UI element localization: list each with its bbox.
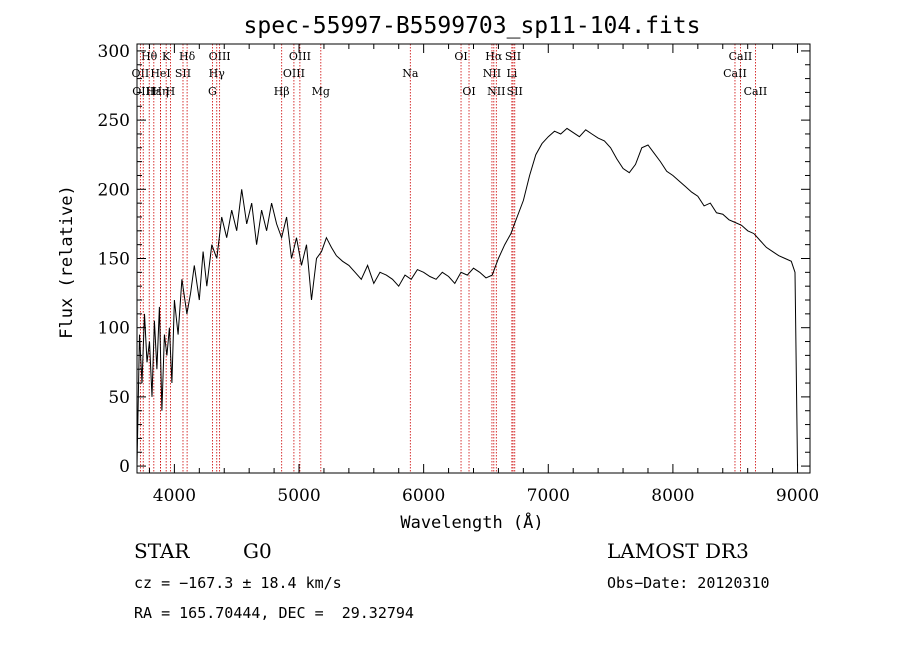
line-marker-label: Li [506, 67, 517, 80]
line-marker-label: NII [487, 85, 505, 98]
y-tick-label: 50 [108, 388, 130, 408]
line-marker-label: OIII [132, 85, 154, 98]
chart-title: spec-55997-B5599703_sp11-104.fits [244, 13, 701, 39]
line-marker-label: H [166, 85, 176, 98]
line-marker-label: K [162, 50, 171, 63]
y-axis-ticks: 0 50 100 150 200 250 300 [98, 42, 810, 477]
line-marker-label: OIII [209, 50, 231, 63]
line-marker-label: CaII [744, 85, 768, 98]
line-marker-label: Hγ [209, 67, 226, 80]
y-axis-label: Flux (relative) [57, 185, 77, 339]
line-marker-label: Hδ [179, 50, 196, 63]
y-tick-label: 200 [98, 180, 130, 200]
x-tick-label: 7000 [527, 486, 570, 506]
x-tick-label: 9000 [776, 486, 819, 506]
x-axis-ticks: 4000 5000 6000 7000 8000 9000 [148, 44, 819, 506]
line-marker-label: OI [462, 85, 475, 98]
line-marker-label: Mg [312, 85, 330, 98]
obs-date: Obs−Date: 20120310 [607, 574, 770, 592]
line-marker-label: G [208, 85, 217, 98]
x-tick-label: 6000 [402, 486, 445, 506]
plot-frame [136, 43, 811, 474]
line-marker-label: SII [505, 50, 521, 63]
line-marker-label: Hβ [274, 85, 290, 98]
survey-name: LAMOST DR3 [607, 539, 749, 563]
x-tick-label: 8000 [651, 486, 694, 506]
y-tick-label: 0 [119, 457, 130, 477]
flux-series-line [136, 127, 798, 467]
line-marker-label: CaII [723, 67, 747, 80]
object-type: STAR [134, 539, 190, 563]
object-subclass: G0 [243, 539, 272, 563]
x-tick-label: 4000 [153, 486, 196, 506]
line-marker-label: OII [132, 67, 150, 80]
line-marker-label: Hε [146, 85, 162, 98]
line-marker-label: SII [507, 85, 523, 98]
line-marker-label: OIII [289, 50, 311, 63]
x-axis-label: Wavelength (Å) [400, 511, 543, 533]
y-tick-label: 250 [98, 111, 130, 131]
line-marker-label: NII [483, 67, 501, 80]
y-tick-label: 100 [98, 319, 130, 339]
line-marker-label: HeI [150, 67, 170, 80]
velocity-readout: cz = −167.3 ± 18.4 km/s [134, 574, 342, 592]
line-marker-label: CaII [729, 50, 753, 63]
line-marker-label: SII [175, 67, 191, 80]
line-marker-label: Hη [152, 85, 168, 98]
line-marker-label: Hα [485, 50, 503, 63]
line-marker-label: Na [402, 67, 419, 80]
coordinates: RA = 165.70444, DEC = 29.32794 [134, 604, 414, 622]
y-tick-label: 150 [98, 250, 130, 270]
line-marker-label: OI [454, 50, 467, 63]
x-tick-label: 5000 [277, 486, 320, 506]
y-tick-label: 300 [98, 42, 130, 62]
line-marker-label: OIII [283, 67, 305, 80]
